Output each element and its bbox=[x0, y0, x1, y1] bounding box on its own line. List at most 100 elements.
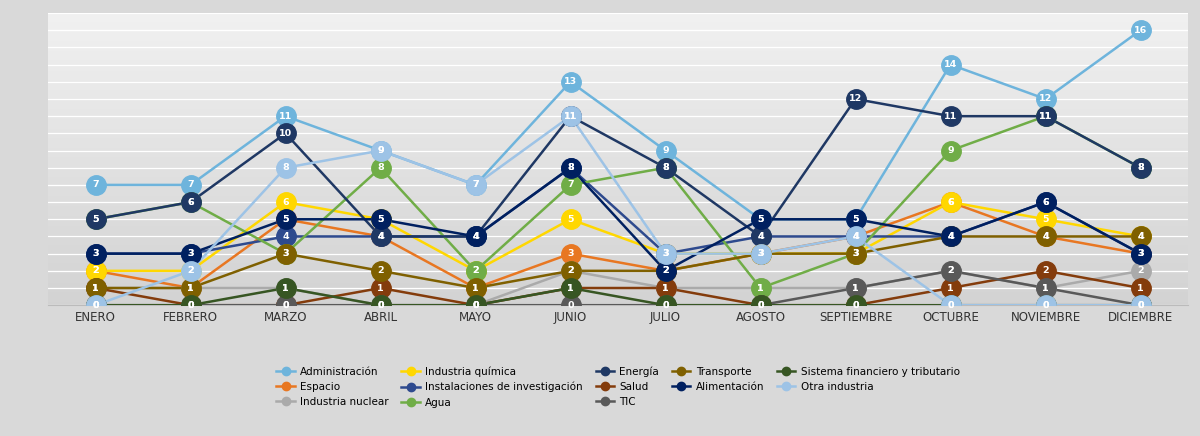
Text: 2: 2 bbox=[662, 266, 668, 275]
Text: 0: 0 bbox=[947, 301, 954, 310]
Text: 4: 4 bbox=[472, 232, 479, 241]
Text: 7: 7 bbox=[92, 181, 98, 189]
Text: 4: 4 bbox=[852, 232, 859, 241]
Text: 0: 0 bbox=[1138, 301, 1144, 310]
Text: 5: 5 bbox=[92, 215, 98, 224]
Text: 0: 0 bbox=[92, 301, 98, 310]
Text: 6: 6 bbox=[947, 198, 954, 207]
Text: 0: 0 bbox=[282, 301, 289, 310]
Text: 1: 1 bbox=[852, 283, 859, 293]
Text: 1: 1 bbox=[568, 283, 574, 293]
Text: 3: 3 bbox=[852, 249, 859, 258]
Text: 4: 4 bbox=[947, 232, 954, 241]
Text: 1: 1 bbox=[1138, 283, 1144, 293]
Text: 5: 5 bbox=[377, 215, 384, 224]
Text: 1: 1 bbox=[568, 283, 574, 293]
Text: 9: 9 bbox=[947, 146, 954, 155]
Text: 1: 1 bbox=[282, 283, 289, 293]
Text: 4: 4 bbox=[852, 232, 859, 241]
Text: 0: 0 bbox=[757, 301, 763, 310]
Text: 3: 3 bbox=[282, 249, 289, 258]
Text: 9: 9 bbox=[377, 146, 384, 155]
Text: 1: 1 bbox=[282, 283, 289, 293]
Text: 8: 8 bbox=[662, 163, 668, 172]
Text: 4: 4 bbox=[282, 232, 289, 241]
Text: 1: 1 bbox=[1042, 283, 1049, 293]
Text: 3: 3 bbox=[187, 249, 193, 258]
Text: 3: 3 bbox=[852, 249, 859, 258]
Text: 8: 8 bbox=[1138, 163, 1144, 172]
Text: 2: 2 bbox=[187, 266, 194, 275]
Text: 4: 4 bbox=[757, 232, 764, 241]
Text: 2: 2 bbox=[1042, 266, 1049, 275]
Text: 3: 3 bbox=[757, 249, 763, 258]
Text: 8: 8 bbox=[568, 163, 574, 172]
Text: 0: 0 bbox=[187, 301, 193, 310]
Text: 5: 5 bbox=[282, 215, 289, 224]
Text: 2: 2 bbox=[187, 266, 194, 275]
Text: 0: 0 bbox=[1138, 301, 1144, 310]
Text: 5: 5 bbox=[757, 215, 763, 224]
Text: 8: 8 bbox=[282, 163, 289, 172]
Text: 2: 2 bbox=[662, 266, 668, 275]
Text: 11: 11 bbox=[278, 112, 292, 121]
Text: 1: 1 bbox=[852, 283, 859, 293]
Text: 2: 2 bbox=[947, 266, 954, 275]
Text: 7: 7 bbox=[568, 181, 574, 189]
Text: 3: 3 bbox=[662, 249, 668, 258]
Text: 8: 8 bbox=[1138, 163, 1144, 172]
Text: 0: 0 bbox=[187, 301, 193, 310]
Text: 0: 0 bbox=[1138, 301, 1144, 310]
Text: 3: 3 bbox=[568, 249, 574, 258]
Text: 12: 12 bbox=[1039, 95, 1052, 103]
Text: 2: 2 bbox=[568, 266, 574, 275]
Text: 9: 9 bbox=[662, 146, 668, 155]
Text: 3: 3 bbox=[662, 249, 668, 258]
Legend: Administración, Espacio, Industria nuclear, Industria química, Instalaciones de : Administración, Espacio, Industria nucle… bbox=[274, 363, 962, 411]
Text: 3: 3 bbox=[282, 249, 289, 258]
Text: 5: 5 bbox=[568, 215, 574, 224]
Text: 2: 2 bbox=[472, 266, 479, 275]
Text: 11: 11 bbox=[564, 112, 577, 121]
Text: 11: 11 bbox=[564, 112, 577, 121]
Text: 1: 1 bbox=[757, 283, 764, 293]
Text: 4: 4 bbox=[472, 232, 479, 241]
Text: 4: 4 bbox=[1042, 232, 1049, 241]
Text: 1: 1 bbox=[187, 283, 194, 293]
Text: 6: 6 bbox=[947, 198, 954, 207]
Text: 0: 0 bbox=[852, 301, 859, 310]
Text: 2: 2 bbox=[472, 266, 479, 275]
Text: 4: 4 bbox=[377, 232, 384, 241]
Text: 3: 3 bbox=[852, 249, 859, 258]
Text: 10: 10 bbox=[278, 129, 292, 138]
Text: 6: 6 bbox=[282, 198, 289, 207]
Text: 3: 3 bbox=[662, 249, 668, 258]
Text: 5: 5 bbox=[852, 215, 859, 224]
Text: 0: 0 bbox=[1043, 301, 1049, 310]
Text: 4: 4 bbox=[377, 232, 384, 241]
Text: 1: 1 bbox=[1042, 283, 1049, 293]
Text: 2: 2 bbox=[947, 266, 954, 275]
Text: 5: 5 bbox=[757, 215, 763, 224]
Text: 4: 4 bbox=[1138, 232, 1144, 241]
Text: 1: 1 bbox=[472, 283, 479, 293]
Text: 0: 0 bbox=[473, 301, 479, 310]
Text: 6: 6 bbox=[187, 198, 194, 207]
Text: 3: 3 bbox=[1138, 249, 1144, 258]
Text: 3: 3 bbox=[757, 249, 763, 258]
Text: 3: 3 bbox=[757, 249, 763, 258]
Text: 0: 0 bbox=[473, 301, 479, 310]
Text: 7: 7 bbox=[472, 181, 479, 189]
Text: 1: 1 bbox=[187, 283, 194, 293]
Text: 4: 4 bbox=[1042, 232, 1049, 241]
Text: 2: 2 bbox=[377, 266, 384, 275]
Text: 6: 6 bbox=[1042, 198, 1049, 207]
Text: 0: 0 bbox=[92, 301, 98, 310]
Text: 7: 7 bbox=[187, 181, 194, 189]
Text: 16: 16 bbox=[1134, 26, 1147, 35]
Text: 4: 4 bbox=[472, 232, 479, 241]
Text: 4: 4 bbox=[947, 232, 954, 241]
Text: 11: 11 bbox=[1039, 112, 1052, 121]
Text: 1: 1 bbox=[92, 283, 98, 293]
Text: 4: 4 bbox=[947, 232, 954, 241]
